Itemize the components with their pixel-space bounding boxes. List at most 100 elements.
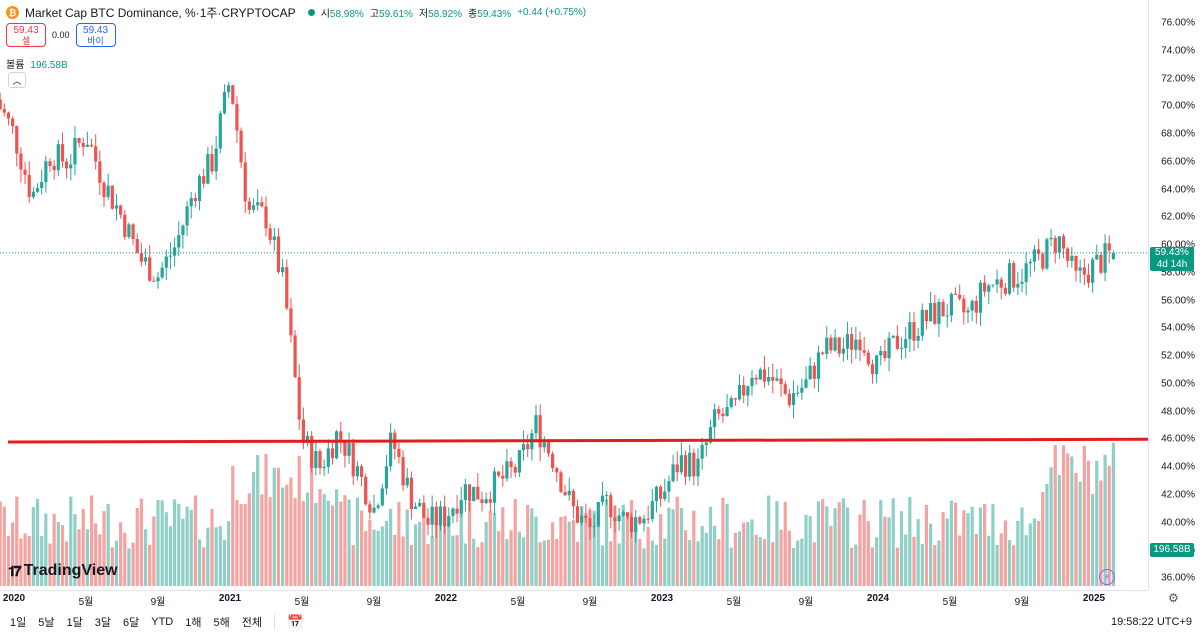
- volume-bar: [44, 513, 48, 586]
- volume-bar: [563, 516, 567, 586]
- tradingview-logo[interactable]: 𝟏𝟕 TradingView: [8, 562, 118, 580]
- volume-bar: [796, 540, 800, 586]
- candle-body: [368, 504, 372, 513]
- candle-body: [958, 294, 962, 299]
- volume-bar: [430, 536, 434, 586]
- volume-bar: [185, 506, 189, 586]
- candle-body: [260, 202, 264, 207]
- clock[interactable]: 19:58:22 UTC+9: [1110, 616, 1192, 628]
- candle-body: [401, 457, 405, 486]
- symbol-title[interactable]: Market Cap BTC Dominance, %·1주·CRYPTOCAP: [25, 6, 296, 20]
- candle-body: [858, 339, 862, 351]
- candle-body: [56, 144, 60, 171]
- collapse-legend-button[interactable]: ︿: [8, 72, 26, 88]
- sell-button[interactable]: 59.43 셀: [6, 23, 46, 47]
- volume-bar: [966, 513, 970, 586]
- candle-body: [1086, 274, 1091, 283]
- candle-body: [679, 455, 683, 473]
- x-tick-label: 9월: [366, 597, 382, 608]
- lightning-icon[interactable]: ⚡: [1099, 569, 1115, 585]
- volume-bar: [771, 542, 775, 586]
- volume-bar: [924, 504, 929, 586]
- candle-body: [501, 475, 505, 479]
- chart-plot[interactable]: [0, 0, 1148, 590]
- candle-body: [31, 191, 35, 197]
- candle-body: [372, 507, 376, 513]
- candle-body: [60, 144, 65, 162]
- candle-body: [206, 154, 210, 184]
- candle-body: [866, 352, 870, 365]
- volume-bar: [384, 520, 389, 586]
- volume-bar: [970, 506, 974, 586]
- candle-body: [966, 310, 970, 313]
- candle-body: [85, 144, 89, 147]
- range-button[interactable]: 1해: [185, 617, 202, 629]
- candle-body: [1103, 243, 1107, 273]
- price-axis[interactable]: 76.00% 74.00% 72.00% 70.00% 68.00% 66.00% 64.0…: [1148, 0, 1200, 590]
- volume-bar: [750, 519, 754, 586]
- candle-body: [314, 450, 318, 468]
- candle-body: [409, 477, 413, 509]
- volume-bar: [314, 502, 318, 586]
- candle-body: [222, 92, 227, 114]
- candle-body: [251, 205, 256, 210]
- volume-bar: [364, 531, 368, 586]
- candle-body: [185, 206, 189, 226]
- volume-bar: [1041, 492, 1045, 586]
- candle-body: [443, 506, 447, 527]
- candle-body: [152, 280, 156, 282]
- volume-bar: [696, 541, 700, 586]
- range-button[interactable]: 5날: [38, 617, 55, 629]
- gear-icon[interactable]: ⚙: [1168, 591, 1179, 605]
- volume-bar: [123, 532, 127, 586]
- calendar-icon[interactable]: 📅: [287, 614, 304, 629]
- range-button[interactable]: 1일: [10, 617, 27, 629]
- volume-bar: [355, 497, 359, 586]
- candle-body: [227, 85, 231, 93]
- x-tick-label: 5월: [78, 597, 94, 608]
- time-axis[interactable]: 2020 5월 9월 2021 5월 9월 2022 5월 9월 2023 5월 9월 2024 5월 9월…: [0, 590, 1148, 608]
- volume-bar: [505, 539, 509, 586]
- volume-bar: [833, 508, 837, 586]
- volume-value: 196.58B: [30, 60, 68, 71]
- volume-bar: [1037, 521, 1041, 586]
- volume-bar: [625, 515, 629, 586]
- candle-body: [746, 386, 750, 396]
- series-legend: ₿ Market Cap BTC Dominance, %·1주·CRYPTOC…: [6, 4, 586, 21]
- candle-body: [1032, 249, 1037, 262]
- candle-body: [787, 393, 791, 406]
- volume-bar: [713, 525, 717, 586]
- chevron-up-icon: ︿: [12, 75, 22, 86]
- range-button[interactable]: 5해: [213, 617, 230, 629]
- volume-bar: [883, 516, 887, 586]
- y-tick-label: 46.00%: [1161, 433, 1195, 445]
- candle-body: [160, 267, 164, 278]
- candle-body: [0, 99, 2, 110]
- range-button[interactable]: 6달: [123, 617, 140, 629]
- range-button[interactable]: YTD: [151, 616, 174, 628]
- volume-bar: [401, 536, 405, 586]
- volume-bar: [197, 539, 202, 586]
- x-tick-label: 2020: [2, 593, 26, 604]
- volume-bar: [227, 521, 231, 586]
- candle-body: [405, 477, 409, 486]
- range-button[interactable]: 1달: [66, 617, 83, 629]
- x-tick-label: 9월: [582, 597, 598, 608]
- candle-body: [1074, 255, 1078, 271]
- candle-body: [1107, 243, 1111, 251]
- volume-bar: [476, 547, 480, 586]
- y-tick-label: 76.00%: [1161, 17, 1195, 29]
- volume-bar: [534, 516, 538, 586]
- candle-body: [1070, 255, 1074, 261]
- volume-bar: [189, 509, 193, 586]
- range-button[interactable]: 전체: [241, 617, 262, 629]
- volume-bar: [929, 523, 933, 586]
- buy-button[interactable]: 59.43 바이: [75, 23, 116, 47]
- candle-body: [1024, 263, 1028, 282]
- range-button[interactable]: 3달: [94, 617, 111, 629]
- volume-bar: [501, 507, 505, 586]
- chart-area[interactable]: [0, 0, 1148, 590]
- candle-body: [110, 185, 114, 209]
- candle-body: [696, 458, 700, 477]
- candle-body: [380, 488, 384, 506]
